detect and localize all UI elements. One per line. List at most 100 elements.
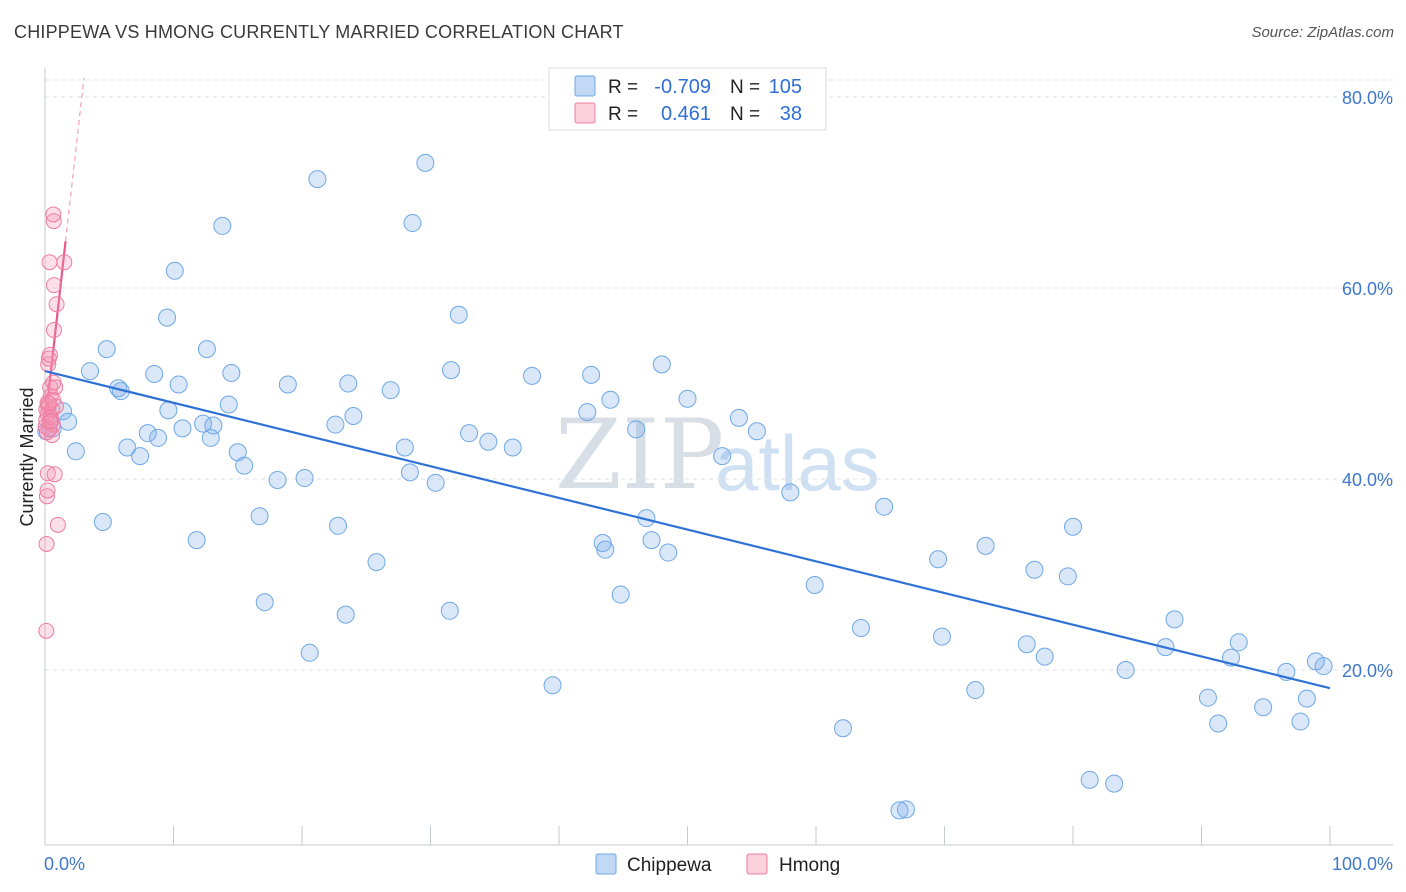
hmong-point <box>42 408 59 425</box>
chippewa-point <box>1198 688 1217 707</box>
chippewa-point <box>255 593 274 612</box>
correlation-legend: R = -0.709 N = 105 R = 0.461 N = 38 <box>548 67 827 131</box>
chippewa-point <box>173 419 192 438</box>
chippewa-point <box>1116 661 1135 679</box>
y-tick-label-20: 20.0% <box>1342 661 1393 681</box>
bottom-legend-hmong-swatch <box>746 853 768 875</box>
bottom-legend-chippewa-swatch <box>595 853 617 875</box>
legend-hmong-r-label: R = <box>608 104 638 125</box>
chippewa-point <box>642 531 661 550</box>
chippewa-point <box>449 305 468 324</box>
chippewa-point <box>66 442 85 461</box>
legend-chippewa-r-value: -0.709 <box>654 76 711 98</box>
chippewa-point <box>652 355 671 374</box>
axes <box>44 68 1393 846</box>
chippewa-point <box>222 363 241 382</box>
chippewa-point <box>197 340 216 359</box>
watermark: ZIP atlas <box>555 399 880 511</box>
hmong-points <box>37 206 73 639</box>
chippewa-point <box>479 432 498 451</box>
chippewa-point <box>781 483 800 502</box>
chippewa-point <box>1229 633 1248 652</box>
y-tick-label-60: 60.0% <box>1342 279 1393 299</box>
hmong-point <box>45 277 62 294</box>
legend-chippewa-r-label: R = <box>608 77 638 98</box>
chippewa-point <box>1080 770 1099 789</box>
chippewa-trend <box>44 370 1331 690</box>
legend-hmong-n-label: N = <box>730 104 760 125</box>
legend-chippewa-swatch <box>574 75 596 97</box>
chippewa-point <box>1017 635 1036 654</box>
chippewa-point <box>1297 689 1316 708</box>
tick-labels: 20.0% 40.0% 60.0% 80.0% 0.0% 100.0% <box>44 88 1393 874</box>
chippewa-point <box>295 469 314 488</box>
hmong-point <box>41 254 58 271</box>
hmong-point <box>42 413 59 430</box>
chippewa-point <box>1105 774 1124 793</box>
chippewa-point <box>416 153 435 172</box>
grid-lines <box>45 79 1393 671</box>
chippewa-point <box>169 375 188 394</box>
hmong-point <box>46 466 63 483</box>
chippewa-point <box>165 261 184 280</box>
chippewa-point <box>213 216 232 235</box>
chippewa-point <box>1314 657 1333 676</box>
chippewa-point <box>328 516 347 535</box>
hmong-trend-extension <box>65 77 85 242</box>
chippewa-point <box>403 214 422 233</box>
hmong-point <box>45 213 62 230</box>
chippewa-point <box>300 643 319 662</box>
hmong-point <box>41 346 58 363</box>
chippewa-point <box>611 585 630 604</box>
chippewa-point <box>659 543 678 562</box>
legend-hmong-n-value: 38 <box>780 103 802 125</box>
x-tick-label-100: 100.0% <box>1332 854 1393 874</box>
chippewa-point <box>1035 647 1054 666</box>
legend-chippewa-n-value: 105 <box>769 76 802 98</box>
chippewa-point <box>118 438 137 457</box>
chippewa-point <box>93 512 112 531</box>
chippewa-point <box>747 422 766 441</box>
chippewa-point <box>131 447 150 466</box>
y-tick-label-80: 80.0% <box>1342 88 1393 108</box>
chippewa-point <box>1209 714 1228 733</box>
chippewa-point <box>278 375 297 394</box>
series-legend: Chippewa Hmong <box>595 853 840 876</box>
hmong-point <box>38 622 55 639</box>
chippewa-point <box>596 540 615 559</box>
hmong-point <box>40 395 57 412</box>
chippewa-point <box>929 550 948 569</box>
chippewa-point <box>145 364 164 383</box>
hmong-point <box>48 296 65 313</box>
x-tick-label-0: 0.0% <box>44 854 85 874</box>
chippewa-point <box>440 601 459 620</box>
chippewa-point <box>1165 610 1184 629</box>
chippewa-point <box>187 531 206 550</box>
chippewa-point <box>543 676 562 695</box>
chippewa-point <box>250 507 269 526</box>
chippewa-point <box>460 424 479 443</box>
hmong-point <box>38 488 55 505</box>
chippewa-points <box>37 153 1333 820</box>
legend-hmong-swatch <box>574 102 596 124</box>
chippewa-point <box>678 389 697 408</box>
chippewa-point <box>932 627 951 646</box>
chippewa-point <box>204 416 223 435</box>
chippewa-point <box>851 618 870 637</box>
chippewa-point <box>442 361 461 380</box>
chippewa-point <box>219 395 238 414</box>
watermark-zip: ZIP <box>555 399 724 511</box>
hmong-point <box>39 465 56 482</box>
hmong-point <box>56 254 73 271</box>
chippewa-point <box>400 463 419 482</box>
chippewa-point <box>1058 567 1077 586</box>
chippewa-point <box>1254 698 1273 717</box>
chippewa-point <box>97 340 116 359</box>
chippewa-point <box>890 801 909 820</box>
chippewa-trend-line <box>44 370 1331 690</box>
chippewa-point <box>601 390 620 409</box>
chippewa-point <box>627 420 646 439</box>
chippewa-point <box>149 428 168 447</box>
chippewa-point <box>805 576 824 595</box>
